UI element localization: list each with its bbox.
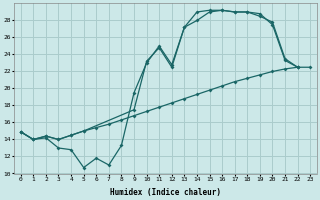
X-axis label: Humidex (Indice chaleur): Humidex (Indice chaleur) xyxy=(110,188,221,197)
